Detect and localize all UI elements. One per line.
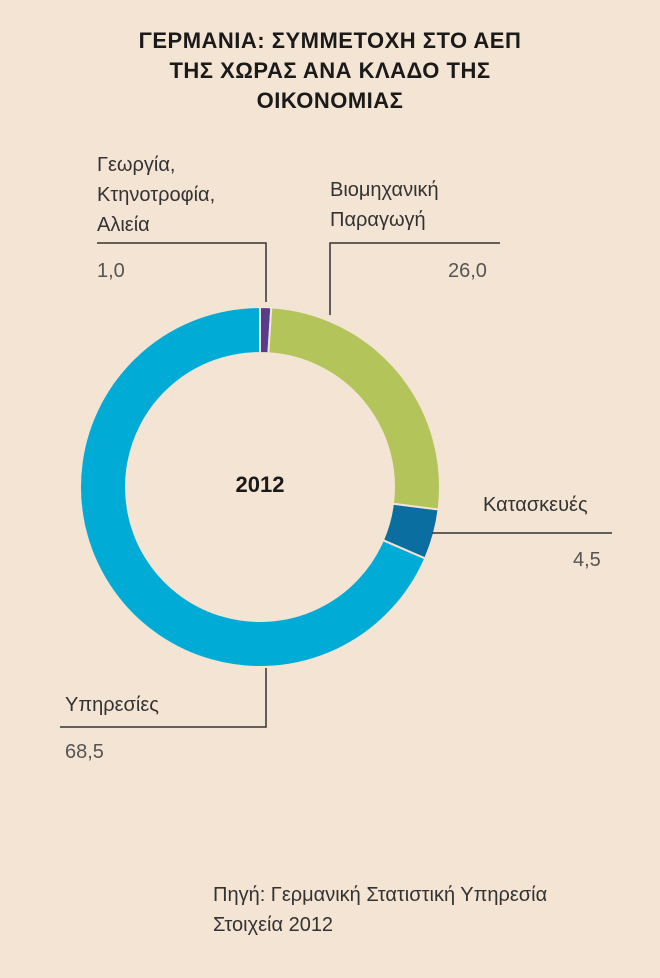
services-value-label: 68,5 bbox=[65, 741, 104, 763]
donut-slices bbox=[79, 305, 441, 668]
leader-line-agriculture bbox=[97, 242, 267, 302]
agriculture-label-line-3: Αλιεία bbox=[97, 214, 150, 236]
slice-label-agriculture: Γεωργία, Κτηνοτροφία, Αλιεία bbox=[97, 150, 215, 240]
donut-slice-services bbox=[79, 305, 427, 668]
industry-label-line-2: Παραγωγή bbox=[330, 209, 426, 231]
leader-line-services bbox=[60, 668, 267, 728]
title-line-3: ΟΙΚΟΝΟΜΙΑΣ bbox=[256, 88, 404, 113]
construction-value-label: 4,5 bbox=[573, 549, 601, 571]
center-year-label: 2012 bbox=[235, 472, 285, 497]
chart-title: ΓΕΡΜΑΝΙΑ: ΣΥΜΜΕΤΟΧΗ ΣΤΟ ΑΕΠ ΤΗΣ ΧΩΡΑΣ ΑΝ… bbox=[0, 26, 660, 116]
slice-label-construction: Κατασκευές bbox=[483, 494, 588, 516]
industry-label-line-1: Βιομηχανική bbox=[330, 179, 439, 201]
slice-label-industry: Βιομηχανική Παραγωγή bbox=[330, 175, 439, 235]
source-note: Πηγή: Γερμανική Στατιστική Υπηρεσία Στοι… bbox=[213, 880, 547, 940]
source-line-2: Στοιχεία 2012 bbox=[213, 914, 334, 936]
title-line-1: ΓΕΡΜΑΝΙΑ: ΣΥΜΜΕΤΟΧΗ ΣΤΟ ΑΕΠ bbox=[138, 28, 522, 53]
source-line-1: Πηγή: Γερμανική Στατιστική Υπηρεσία bbox=[213, 884, 548, 906]
agriculture-value-label: 1,0 bbox=[97, 260, 125, 282]
leader-lines bbox=[60, 242, 612, 728]
slice-label-services: Υπηρεσίες bbox=[65, 694, 159, 716]
leader-line-industry bbox=[329, 242, 500, 315]
agriculture-label-line-2: Κτηνοτροφία, bbox=[97, 184, 216, 206]
agriculture-label-line-1: Γεωργία, bbox=[97, 154, 176, 176]
industry-value-label: 26,0 bbox=[448, 260, 487, 282]
title-line-2: ΤΗΣ ΧΩΡΑΣ ΑΝΑ ΚΛΑΔΟ ΤΗΣ bbox=[169, 58, 491, 83]
